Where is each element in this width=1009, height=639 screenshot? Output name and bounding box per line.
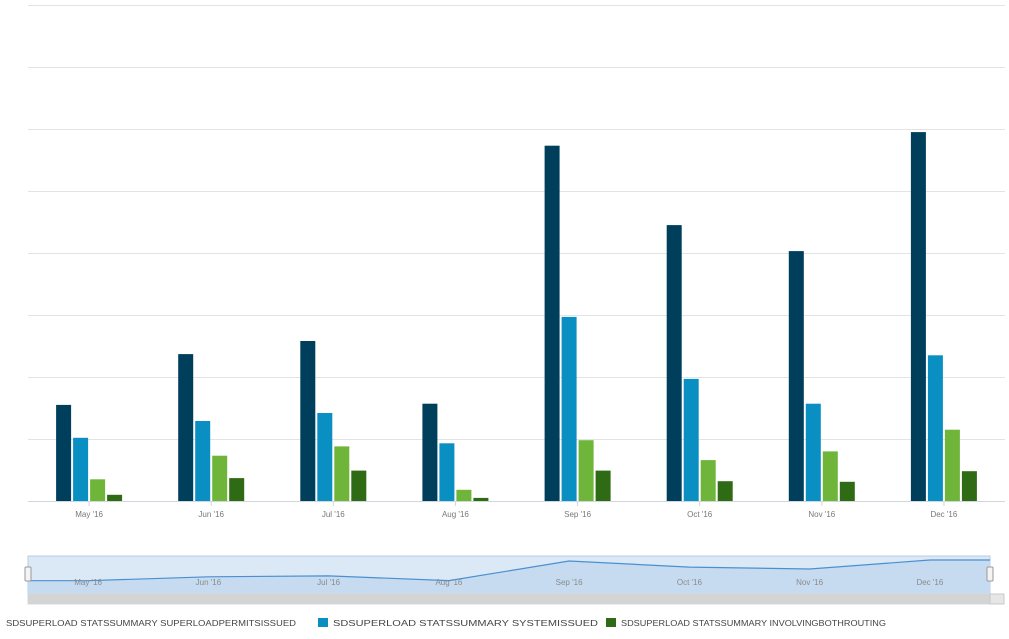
bar-s1-c0[interactable] xyxy=(73,437,89,501)
navigator-label: Dec '16 xyxy=(916,578,943,587)
bar-s1-c6[interactable] xyxy=(805,403,821,501)
legend-swatch xyxy=(606,618,616,627)
legend-label[interactable]: SDSUPERLOAD STATSSUMMARY INVOLVINGBOTHRO… xyxy=(621,619,886,628)
navigator-series-line xyxy=(28,559,990,582)
navigator-label: May '16 xyxy=(74,578,102,587)
bar-s2-c4[interactable] xyxy=(578,440,594,501)
bar-s0-c7[interactable] xyxy=(910,132,926,501)
bar-s0-c3[interactable] xyxy=(422,403,438,501)
navigator-label: Sep '16 xyxy=(556,578,583,587)
legend-label[interactable]: SDSUPERLOAD STATSSUMMARY SYSTEMISSUED xyxy=(333,619,598,628)
navigator[interactable]: May '16 Jun '16 Jul '16 Aug '16 Sep '16 Oct '… xyxy=(24,555,1005,605)
bar-s1-c1[interactable] xyxy=(195,421,211,501)
bars-layer xyxy=(56,132,977,501)
bar-s2-c7[interactable] xyxy=(944,429,960,501)
bar-s2-c3[interactable] xyxy=(456,489,472,501)
navigator-label: Jun '16 xyxy=(196,578,222,587)
bar-s3-c3[interactable] xyxy=(473,497,489,501)
x-tick-label: Sep '16 xyxy=(564,510,591,519)
x-tick-label: Nov '16 xyxy=(808,510,835,519)
bar-s3-c1[interactable] xyxy=(229,478,245,501)
bar-s1-c3[interactable] xyxy=(439,443,455,501)
x-axis: May '16 Jun '16 Jul '16 Aug '16 Sep '16 Oct '… xyxy=(75,501,958,519)
navigator-left-handle[interactable] xyxy=(24,566,32,582)
legend-label[interactable]: SDSUPERLOAD STATSSUMMARY SUPERLOADPERMIT… xyxy=(6,619,296,628)
x-tick-label: Jun '16 xyxy=(198,510,224,519)
bar-s3-c2[interactable] xyxy=(351,470,367,501)
bar-s2-c0[interactable] xyxy=(90,479,106,501)
bar-s3-c7[interactable] xyxy=(961,471,977,501)
legend: SDSUPERLOAD STATSSUMMARY SUPERLOADPERMIT… xyxy=(6,618,886,628)
bar-s2-c6[interactable] xyxy=(822,451,838,501)
bar-s2-c2[interactable] xyxy=(334,446,350,501)
x-tick-label: Oct '16 xyxy=(687,510,713,519)
grid-layer xyxy=(28,5,1005,502)
x-tick-label: Jul '16 xyxy=(322,510,345,519)
scrollbar-right-button[interactable] xyxy=(989,593,1005,605)
navigator-label: Aug '16 xyxy=(435,578,462,587)
x-tick-label: Aug '16 xyxy=(442,510,469,519)
navigator-right-handle[interactable] xyxy=(986,566,994,582)
bar-s2-c1[interactable] xyxy=(212,455,228,501)
bar-s1-c4[interactable] xyxy=(561,316,577,501)
bar-s2-c5[interactable] xyxy=(700,460,716,501)
bar-s0-c2[interactable] xyxy=(300,341,316,501)
scrollbar-thumb[interactable] xyxy=(28,594,990,604)
bar-s0-c6[interactable] xyxy=(788,251,804,501)
bar-s1-c2[interactable] xyxy=(317,413,333,501)
x-tick-label: May '16 xyxy=(75,510,103,519)
x-tick-label: Dec '16 xyxy=(930,510,957,519)
bar-s0-c1[interactable] xyxy=(178,354,194,501)
bar-s3-c6[interactable] xyxy=(839,481,855,501)
bar-s1-c5[interactable] xyxy=(683,378,699,501)
bar-s1-c7[interactable] xyxy=(927,355,943,501)
bar-s0-c0[interactable] xyxy=(56,404,72,501)
bar-s3-c4[interactable] xyxy=(595,470,611,501)
navigator-label: Oct '16 xyxy=(677,578,703,587)
navigator-label: Nov '16 xyxy=(796,578,823,587)
bar-s0-c4[interactable] xyxy=(544,145,560,501)
navigator-label: Jul '16 xyxy=(317,578,340,587)
bar-s0-c5[interactable] xyxy=(666,225,682,501)
bar-s3-c5[interactable] xyxy=(717,481,733,501)
bar-s3-c0[interactable] xyxy=(107,494,123,501)
legend-swatch xyxy=(318,618,328,627)
